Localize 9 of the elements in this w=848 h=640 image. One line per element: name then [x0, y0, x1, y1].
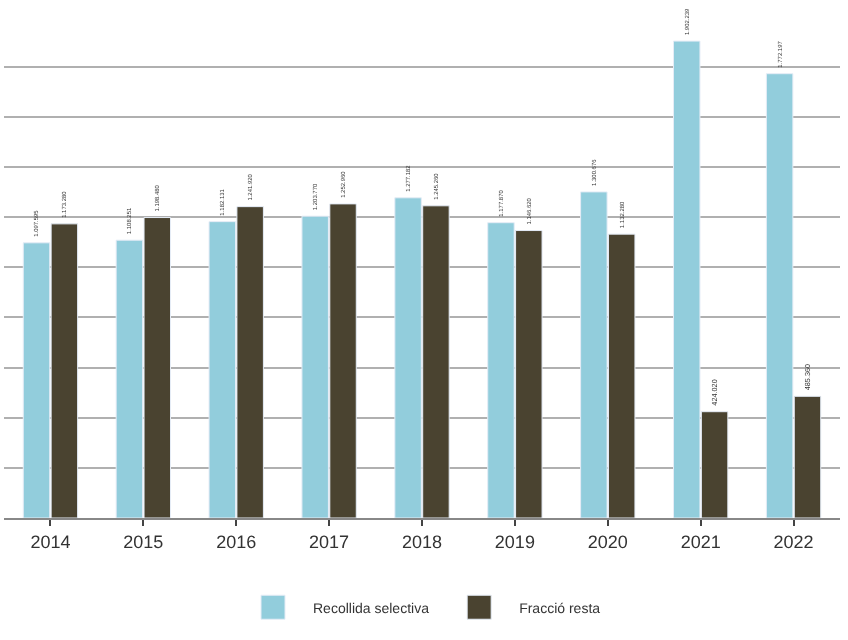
x-tick-label: 2021 [680, 531, 721, 552]
x-tick-label: 2022 [773, 531, 814, 552]
x-tick-label: 2019 [494, 531, 535, 552]
x-tick-label: 2020 [587, 531, 628, 552]
x-tick-label: 2015 [123, 531, 164, 552]
x-tick-label: 2018 [401, 531, 443, 552]
x-tick-label: 2014 [30, 531, 71, 552]
x-tick-label: 2017 [309, 531, 350, 552]
x-tick-label: 2016 [216, 531, 257, 552]
